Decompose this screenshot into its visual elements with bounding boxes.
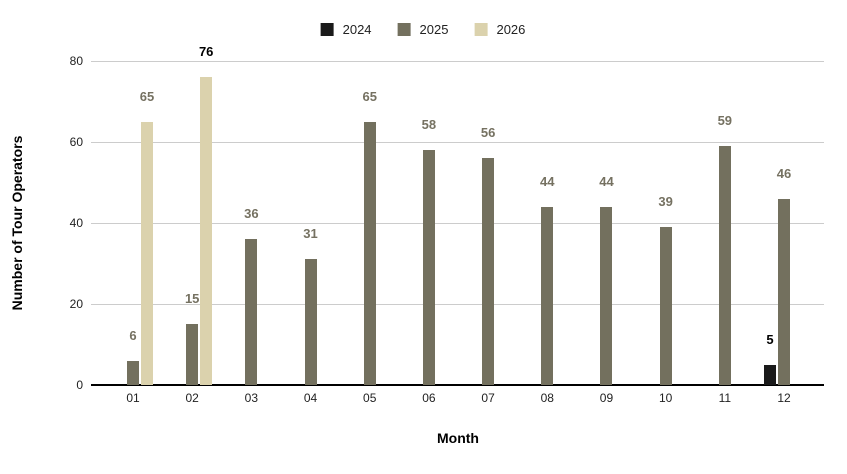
x-axis-tick-label-06: 06 — [422, 391, 436, 405]
y-axis-tick-label-60: 60 — [69, 135, 83, 149]
bar-value-label-2025-08: 44 — [540, 173, 555, 189]
bar-2025-01[interactable] — [127, 360, 139, 385]
bar-2025-04[interactable] — [304, 259, 317, 385]
gridline-80 — [91, 61, 824, 62]
x-axis-baseline — [91, 384, 824, 386]
bar-2025-11[interactable] — [718, 146, 731, 385]
legend-item-2024[interactable]: 2024 — [320, 22, 372, 37]
x-axis-tick-label-02: 02 — [185, 391, 199, 405]
x-axis-tick-label-09: 09 — [599, 391, 614, 405]
bar-value-label-2025-10: 39 — [658, 194, 673, 210]
x-axis-tick-label-11: 11 — [718, 391, 732, 405]
plot-area: 5 6 15 36 31 65 58 56 44 44 39 59 46 65 76 — [91, 44, 824, 386]
bar-2025-12[interactable] — [778, 198, 790, 385]
bar-2025-09[interactable] — [600, 206, 613, 385]
bar-value-label-2024-12: 5 — [766, 331, 774, 347]
bar-value-label-2025-04: 31 — [303, 226, 318, 242]
legend-item-2025[interactable]: 2025 — [397, 22, 449, 37]
x-axis-title: Month — [437, 430, 479, 446]
bar-value-label-2025-03: 36 — [244, 206, 259, 222]
y-axis-tick-label-0: 0 — [76, 378, 83, 392]
bar-value-label-2026-01: 65 — [139, 88, 155, 104]
y-axis-tick-label-80: 80 — [69, 54, 83, 68]
legend-label-2024: 2024 — [342, 22, 372, 37]
bar-value-label-2025-07: 56 — [480, 125, 496, 141]
legend-label-2025: 2025 — [419, 22, 449, 37]
bar-2025-05[interactable] — [363, 121, 376, 385]
x-axis-tick-label-10: 10 — [658, 391, 673, 405]
bar-2025-08[interactable] — [541, 206, 554, 385]
bar-2026-02[interactable] — [200, 77, 213, 385]
bar-2025-07[interactable] — [482, 158, 495, 385]
x-axis-tick-label-08: 08 — [540, 391, 554, 405]
chart-legend: 2024 2025 2026 — [320, 22, 525, 37]
bar-value-label-2025-12: 46 — [776, 165, 792, 181]
gridline-60 — [91, 142, 824, 143]
bar-2025-03[interactable] — [245, 239, 258, 385]
y-axis-title: Number of Tour Operators — [9, 135, 25, 311]
legend-swatch-2024 — [320, 23, 334, 36]
bar-2026-01[interactable] — [141, 121, 153, 385]
gridline-20 — [91, 304, 824, 305]
bar-2025-06[interactable] — [422, 150, 435, 385]
bar-value-label-2025-06: 58 — [421, 117, 437, 133]
legend-label-2026: 2026 — [496, 22, 526, 37]
bar-2025-10[interactable] — [659, 227, 672, 385]
legend-swatch-2026 — [474, 23, 488, 36]
x-axis-tick-label-04: 04 — [303, 391, 318, 405]
bar-value-label-2025-09: 44 — [599, 173, 614, 189]
gridline-40 — [91, 223, 824, 224]
legend-swatch-2025 — [397, 23, 411, 36]
x-axis-tick-label-03: 03 — [244, 391, 259, 405]
x-axis-tick-label-12: 12 — [777, 391, 791, 405]
legend-item-2026[interactable]: 2026 — [474, 22, 525, 37]
bar-value-label-2025-05: 65 — [362, 88, 377, 104]
bar-value-label-2026-02: 76 — [198, 44, 214, 60]
bar-value-label-2025-02: 15 — [184, 291, 200, 307]
bar-value-label-2025-11: 59 — [717, 113, 733, 129]
y-axis-tick-label-20: 20 — [69, 297, 83, 311]
x-axis-tick-label-07: 07 — [481, 391, 495, 405]
bar-2024-12[interactable] — [764, 364, 776, 385]
x-axis-tick-label-01: 01 — [126, 391, 140, 405]
bar-2025-02[interactable] — [186, 324, 199, 385]
y-axis-tick-label-40: 40 — [69, 216, 83, 230]
x-axis-tick-label-05: 05 — [363, 391, 377, 405]
bar-value-label-2025-01: 6 — [129, 327, 137, 343]
